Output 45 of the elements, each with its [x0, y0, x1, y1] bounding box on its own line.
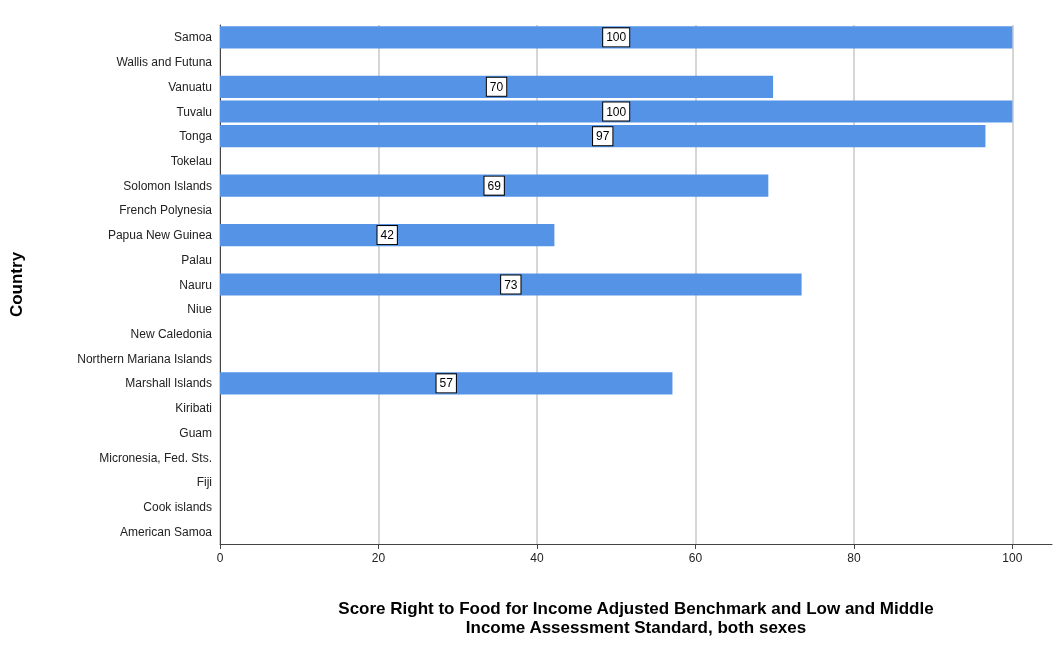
y-tick-label: Tokelau — [170, 153, 212, 168]
bar — [220, 174, 769, 197]
y-tick-label: Vanuatu — [168, 79, 212, 94]
y-tick-label: Micronesia, Fed. Sts. — [99, 450, 212, 465]
data-label: 100 — [606, 30, 627, 45]
data-label: 70 — [489, 79, 504, 94]
y-tick-label: Kiribati — [175, 401, 212, 416]
y-tick-label: Cook islands — [143, 499, 212, 514]
data-label: 100 — [606, 104, 627, 119]
y-tick-label: Palau — [181, 252, 212, 267]
bar — [220, 372, 673, 395]
data-label: 57 — [439, 376, 454, 391]
x-axis-title: Score Right to Food for Income Adjusted Benchmark and Low and Middle Income Assessment Standard, both sexes — [338, 599, 934, 637]
x-tick-label: 60 — [688, 551, 703, 565]
y-tick-label: Northern Mariana Islands — [77, 351, 212, 366]
y-tick-label: American Samoa — [119, 524, 213, 539]
y-tick-label: Tuvalu — [176, 104, 212, 119]
x-tick-label: 80 — [847, 551, 861, 565]
y-tick-label: French Polynesia — [119, 203, 213, 218]
bar — [220, 26, 1013, 49]
bar — [220, 100, 1013, 123]
data-label: 42 — [380, 228, 395, 243]
x-tick-label: 100 — [1002, 551, 1023, 565]
y-tick-label: Marshall Islands — [125, 376, 212, 391]
data-label: 73 — [504, 277, 518, 292]
bar — [220, 223, 555, 247]
y-tick-label: Fiji — [196, 475, 212, 490]
bar — [220, 75, 774, 98]
y-axis-title: Country — [7, 251, 26, 318]
y-tick-label: New Caledonia — [130, 326, 213, 341]
x-tick-label: 20 — [371, 551, 386, 565]
bar — [220, 273, 802, 296]
y-tick-label: Solomon Islands — [123, 178, 212, 193]
y-tick-label: Samoa — [173, 30, 213, 45]
y-tick-label: Papua New Guinea — [107, 228, 213, 243]
y-tick-label: Wallis and Futuna — [116, 55, 213, 70]
y-tick-label: Nauru — [179, 277, 212, 292]
y-tick-label: Niue — [187, 302, 213, 317]
data-label: 97 — [596, 129, 610, 144]
y-tick-label: Tonga — [179, 129, 213, 144]
x-tick-label: 40 — [530, 551, 544, 565]
x-tick-label: 0 — [216, 551, 224, 565]
data-label: 69 — [487, 178, 502, 193]
bar — [220, 125, 986, 148]
y-tick-label: Guam — [179, 425, 212, 440]
